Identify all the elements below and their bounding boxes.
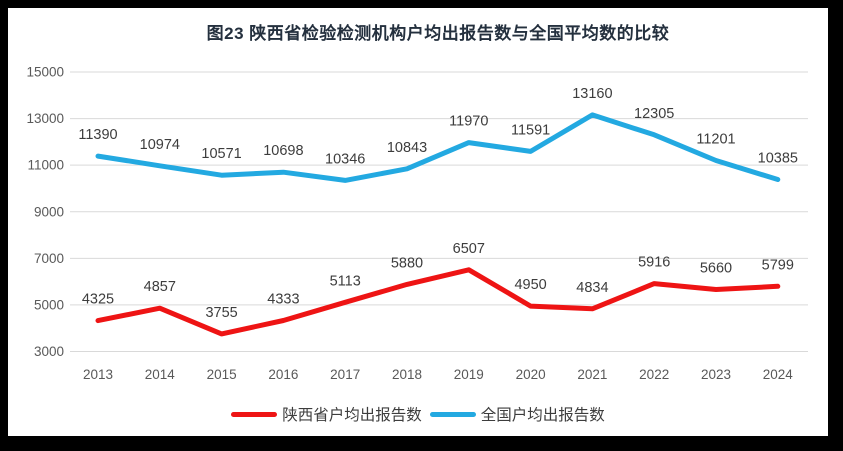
x-axis-tick-label: 2020: [516, 367, 546, 382]
x-axis-tick-label: 2013: [83, 367, 113, 382]
legend-item-national: 全国户均出报告数: [429, 403, 605, 425]
data-label: 4857: [144, 279, 176, 295]
series-line-陕西省户均出报告数: [95, 267, 781, 337]
data-label: 11390: [78, 127, 117, 143]
legend-swatch-national-blue: [429, 411, 476, 417]
data-label: 10974: [140, 137, 180, 153]
data-label: 10385: [758, 151, 798, 167]
data-label: 5113: [330, 273, 361, 289]
x-axis-tick-label: 2022: [639, 367, 669, 382]
x-axis-tick-label: 2019: [454, 367, 484, 382]
y-axis-tick-label: 15000: [26, 65, 64, 80]
data-label: 12305: [634, 106, 674, 122]
legend-swatch-shaanxi-red: [231, 411, 278, 417]
data-label: 4325: [82, 292, 114, 308]
chart-plot-area: 15000 13000 11000 9000 7000 5000 3000 2013 2014 2…: [26, 65, 808, 382]
x-axis-tick-label: 2014: [145, 367, 176, 382]
data-label: 5880: [391, 255, 423, 271]
series-line-全国户均出报告数: [95, 112, 781, 183]
legend-item-shaanxi: 陕西省户均出报告数: [231, 403, 422, 425]
y-axis-tick-label: 3000: [34, 344, 64, 359]
data-label: 11591: [511, 122, 550, 138]
y-axis-tick-label: 11000: [27, 158, 64, 173]
data-label: 4950: [514, 277, 546, 293]
data-label: 4834: [576, 280, 608, 296]
data-label: 6507: [453, 241, 485, 257]
x-axis-tick-label: 2017: [330, 367, 360, 382]
x-axis-tick-label: 2016: [268, 367, 298, 382]
data-label: 4333: [267, 292, 299, 308]
data-label: 11970: [449, 114, 488, 130]
chart-title: 图23 陕西省检验检测机构户均出报告数与全国平均数的比较: [206, 24, 670, 43]
x-axis-tick-label: 2015: [207, 367, 237, 382]
y-axis-tick-label: 13000: [26, 111, 64, 126]
data-label: 5799: [762, 257, 794, 273]
x-axis-tick-label: 2024: [763, 367, 794, 382]
x-axis-tick-label: 2021: [577, 367, 607, 382]
data-label: 10571: [201, 146, 241, 162]
data-label: 5660: [700, 261, 732, 277]
x-axis-tick-label: 2018: [392, 367, 422, 382]
chart-legend: 陕西省户均出报告数 全国户均出报告数: [8, 403, 828, 425]
data-label: 3755: [205, 305, 237, 321]
legend-label-national: 全国户均出报告数: [480, 407, 605, 424]
y-axis-tick-label: 7000: [34, 251, 64, 266]
legend-label-shaanxi: 陕西省户均出报告数: [282, 407, 422, 424]
y-axis-tick-label: 5000: [34, 297, 64, 312]
x-axis-tick-label: 2023: [701, 367, 731, 382]
data-label: 10843: [387, 140, 427, 156]
data-label: 13160: [572, 86, 612, 102]
chart-panel: 图23 陕西省检验检测机构户均出报告数与全国平均数的比较 15000 13000 1…: [8, 8, 828, 436]
data-label: 10346: [325, 151, 365, 167]
data-label: 11201: [696, 132, 735, 148]
y-axis-tick-label: 9000: [34, 204, 64, 219]
data-label: 5916: [638, 255, 670, 271]
data-label: 10698: [263, 143, 303, 159]
